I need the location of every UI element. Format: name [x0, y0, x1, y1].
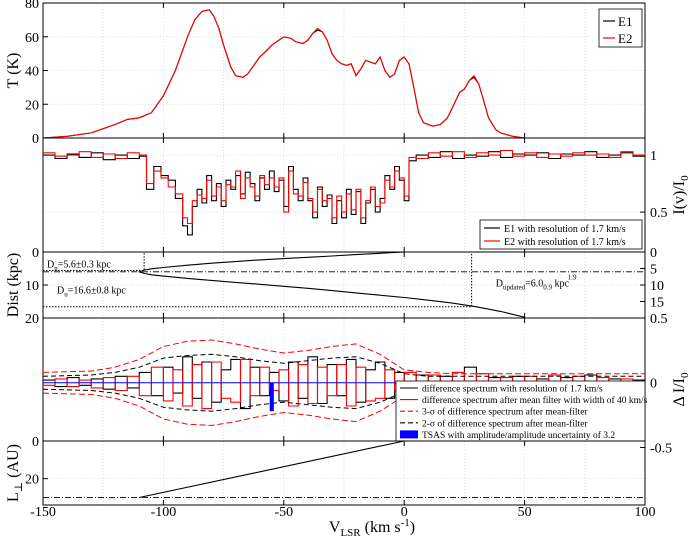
y-axis-label: I(v)/I0: [671, 175, 691, 215]
series-line-1: [42, 9, 645, 139]
legend-box: [479, 219, 643, 250]
x-tick-label: 100: [635, 505, 656, 520]
y-tick-label: 10: [25, 279, 39, 294]
y-axis-label: Δ I/I0: [671, 372, 691, 407]
legend: E1 with resolution of 1.7 km/s E2 with re…: [479, 219, 643, 250]
legend-label: E1 with resolution of 1.7 km/s: [504, 224, 626, 235]
x-axis-label-main: V: [329, 519, 341, 536]
x-tick-label: -100: [151, 505, 177, 520]
y-tick-label: 0: [32, 435, 39, 450]
x-axis-label-sub: LSR: [340, 527, 361, 539]
panel-frame: [42, 440, 646, 506]
y-tick-label: 15: [650, 296, 664, 311]
grid: [43, 3, 645, 138]
grid: [43, 441, 645, 505]
x-tick-label: 50: [518, 505, 532, 520]
x-tick-label: -50: [274, 505, 293, 520]
y-tick-label: 0.5: [650, 312, 668, 327]
series-line-0: [137, 251, 525, 318]
legend: difference spectrum with resolution of 1…: [395, 380, 648, 442]
y-tick-label: 80: [25, 0, 39, 12]
legend-label: TSAS with amplitude/amplitude uncertaint…: [422, 430, 615, 441]
series-line-0: [139, 440, 405, 499]
legend-label: 2-σ of difference spectrum after mean-fi…: [422, 418, 588, 429]
far-distance-annotation: Du=16.6±0.8 kpc: [57, 285, 126, 298]
sigma-lower-line: [42, 388, 645, 412]
y-tick-label: 60: [25, 31, 39, 46]
legend-label: E1: [618, 14, 632, 29]
y-tick-label: -0.5: [650, 441, 672, 456]
legend-label: E2: [618, 31, 632, 46]
panel-i: 0.5 1 I(v)/I0 E1 with resolution of 1.7 km/…: [42, 137, 691, 253]
y-tick-label: 40: [25, 65, 39, 80]
x-tick-label: -150: [30, 505, 56, 520]
y-tick-label: 0: [32, 246, 39, 261]
updated-distance-upper-error: 1.9: [568, 274, 577, 282]
y-tick-label: 1: [650, 149, 657, 164]
near-distance-dotted: [43, 252, 145, 271]
sigma-upper-line: [42, 339, 645, 375]
x-axis-label-units-sup: -1: [401, 517, 410, 529]
y-tick-label: 0.5: [650, 206, 668, 221]
x-axis-tick-labels: -150 -100 -50 0 50 100: [30, 505, 655, 520]
y-tick-label: 20: [25, 473, 39, 488]
y-axis-label: Dist (kpc): [5, 253, 22, 317]
legend-box: [598, 8, 643, 48]
legend-swatch: [400, 430, 418, 439]
panel-di: -0.5 0 0.5 Δ I/I0 difference spectrum with r…: [42, 312, 691, 456]
legend-label: difference spectrum after mean filter wi…: [422, 395, 648, 406]
x-axis-label: VLSR (km s-1): [329, 517, 415, 539]
legend-label: E2 with resolution of 1.7 km/s: [504, 237, 626, 248]
near-distance-annotation: Dn=5.6±0.3 kpc: [47, 259, 111, 272]
series-line-1: [43, 149, 646, 225]
y-axis-label: L⊥ (AU): [5, 444, 25, 502]
legend-label: 3-σ of difference spectrum after mean-fi…: [422, 407, 588, 418]
updated-distance-annotation: Dupdated=6.00.9 kpc: [496, 279, 570, 292]
legend-label: difference spectrum with resolution of 1…: [422, 384, 603, 395]
y-tick-label: 0: [650, 377, 657, 392]
y-axis-label: T (K): [5, 53, 22, 89]
tsas-bar: [269, 382, 274, 412]
x-axis-label-units-post: ): [410, 519, 415, 536]
x-axis-label-units: (km s: [361, 519, 401, 536]
far-distance-dotted: [43, 252, 473, 308]
y-tick-label: 20: [25, 312, 39, 327]
y-tick-label: 20: [25, 98, 39, 113]
y-tick-label: 0: [32, 132, 39, 147]
y-tick-label: 5: [650, 263, 657, 278]
sigma-upper-line: [42, 353, 645, 377]
y-tick-label: 0: [650, 246, 657, 261]
y-tick-label: 10: [650, 279, 664, 294]
x-tick-label: 0: [401, 505, 408, 520]
panel-l: 0 20L⊥ (AU): [5, 435, 646, 506]
